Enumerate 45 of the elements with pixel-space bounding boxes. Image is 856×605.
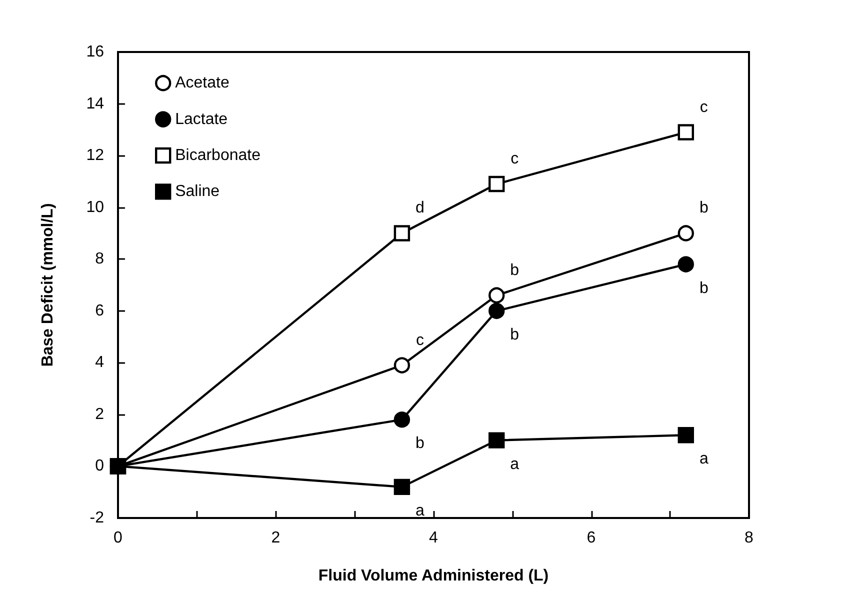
annotation: c — [510, 150, 519, 168]
point — [394, 412, 410, 428]
point — [488, 432, 505, 448]
annotation: d — [415, 200, 424, 217]
x-axis-title: Fluid Volume Administered (L) — [318, 568, 549, 584]
y-axis-title: Base Deficit (mmol/L) — [40, 203, 56, 367]
y-tick-label: -2 — [90, 510, 104, 526]
y-tick-label: 14 — [86, 95, 104, 112]
y-tick-label: 6 — [95, 302, 104, 320]
annotation: a — [699, 450, 708, 468]
y-tick-label: 4 — [95, 354, 104, 372]
point — [488, 302, 505, 319]
point — [488, 287, 505, 304]
point — [394, 478, 410, 496]
y-tick-label: 12 — [86, 147, 104, 164]
annotation: c — [416, 332, 424, 349]
point — [678, 256, 694, 272]
legend-label: Lactate — [175, 110, 228, 128]
point — [488, 176, 505, 192]
x-tick-label: 8 — [744, 530, 754, 546]
point — [678, 225, 694, 242]
y-tick-label: 0 — [95, 458, 104, 475]
x-tick-label: 0 — [114, 530, 123, 546]
x-tick-label: 2 — [271, 530, 280, 546]
y-tick-label: 8 — [95, 250, 104, 268]
point — [394, 225, 410, 242]
point — [678, 427, 694, 444]
legend-label: Acetate — [175, 74, 230, 92]
y-tick-label: 2 — [95, 406, 104, 423]
legend-label: Bicarbonate — [175, 147, 261, 164]
x-tick-label: 4 — [429, 530, 438, 546]
annotation: c — [700, 98, 708, 116]
annotation: b — [699, 280, 708, 297]
y-tick-label: 10 — [86, 198, 104, 216]
annotation: a — [415, 502, 424, 520]
point — [678, 124, 694, 140]
point — [394, 357, 410, 374]
annotation: b — [510, 262, 520, 279]
y-tick-label: 16 — [86, 44, 104, 60]
annotation: b — [415, 435, 424, 452]
annotation: a — [510, 456, 520, 473]
x-tick-label: 6 — [586, 530, 596, 546]
annotation: b — [510, 326, 520, 344]
legend-label: Saline — [175, 183, 220, 200]
annotation: b — [699, 200, 708, 217]
